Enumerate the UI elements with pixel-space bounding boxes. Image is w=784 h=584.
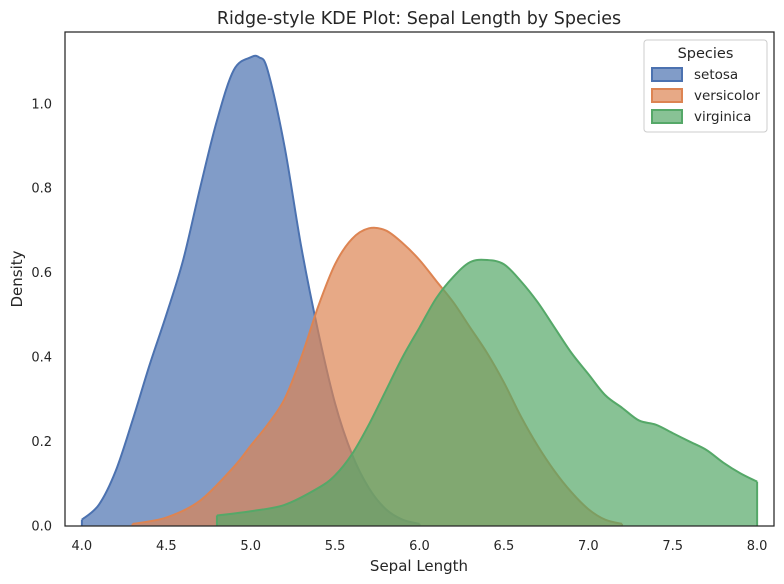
- chart-title: Ridge-style KDE Plot: Sepal Length by Sp…: [217, 9, 621, 29]
- y-tick-label: 0.6: [31, 266, 52, 281]
- y-tick-label: 0.4: [31, 351, 52, 366]
- legend-label-setosa: setosa: [694, 67, 738, 83]
- density-areas: [80, 54, 759, 527]
- y-axis-ticks: 0.0 0.2 0.4 0.6 0.8 1.0: [31, 97, 52, 534]
- legend-swatch-versicolor: [651, 88, 683, 103]
- x-tick-label: 7.5: [662, 539, 683, 554]
- x-axis-label: Sepal Length: [370, 557, 468, 575]
- legend-swatch-virginica: [651, 109, 683, 124]
- x-tick-label: 6.5: [494, 539, 515, 554]
- x-tick-label: 6.0: [409, 539, 430, 554]
- y-tick-label: 0.2: [31, 435, 52, 450]
- density-area-virginica: [216, 259, 758, 526]
- x-tick-label: 5.0: [240, 539, 261, 554]
- legend-label-virginica: virginica: [694, 109, 751, 125]
- density-line-virginica: [216, 258, 758, 517]
- y-tick-label: 0.0: [31, 520, 52, 535]
- x-tick-label: 4.0: [72, 539, 93, 554]
- x-tick-label: 7.0: [578, 539, 599, 554]
- legend-title: Species: [678, 46, 734, 62]
- x-tick-label: 8.0: [747, 539, 768, 554]
- x-tick-label: 4.5: [156, 539, 177, 554]
- legend: Species setosa versicolor virginica: [643, 39, 768, 133]
- legend-label-versicolor: versicolor: [694, 88, 760, 104]
- y-tick-label: 0.8: [31, 182, 52, 197]
- x-tick-label: 5.5: [325, 539, 346, 554]
- x-axis-ticks: 4.0 4.5 5.0 5.5 6.0 6.5 7.0 7.5 8.0: [72, 539, 768, 554]
- plot-frame: [64, 31, 775, 527]
- y-axis-label: Density: [8, 250, 26, 307]
- legend-swatch-setosa: [651, 67, 683, 82]
- legend-items: setosa versicolor virginica: [651, 67, 760, 125]
- y-tick-label: 1.0: [31, 97, 52, 112]
